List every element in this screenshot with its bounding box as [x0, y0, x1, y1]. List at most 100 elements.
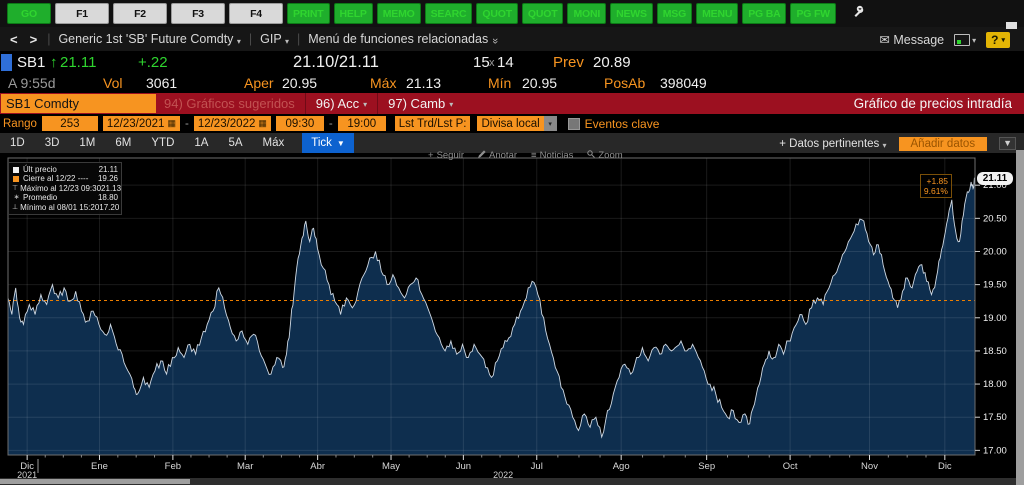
- toolbar-app-print[interactable]: PRINT: [287, 3, 330, 24]
- chart-action-noticias[interactable]: ≡ Noticias: [531, 150, 573, 161]
- svg-text:19.50: 19.50: [983, 280, 1007, 291]
- tab-period-1d[interactable]: 1D: [10, 137, 25, 149]
- legend-row: ⊤ Máximo al 12/23 09:30 21.13: [12, 183, 121, 193]
- related-functions-menu[interactable]: Menú de funciones relacionadas »: [308, 32, 501, 46]
- tab-period-6m[interactable]: 6M: [115, 137, 132, 149]
- toolbar-app-moni[interactable]: MONI: [567, 3, 607, 24]
- legend-row: ∗ Promedio 18.80: [12, 193, 118, 202]
- toolbar-fkey-f1[interactable]: F1: [55, 3, 109, 24]
- toolbar-app-msg[interactable]: MSG: [656, 3, 693, 24]
- magnifier-icon: [587, 150, 596, 161]
- annotation-percent: 9.61%: [923, 186, 948, 196]
- forward-button[interactable]: >: [29, 31, 38, 47]
- plot-frame: [7, 157, 976, 456]
- prev-close: 20.89: [593, 54, 631, 71]
- svg-text:2021: 2021: [17, 470, 37, 480]
- key-events-checkbox[interactable]: [567, 117, 580, 130]
- wrench-icon[interactable]: [852, 5, 865, 23]
- toolbar-app-pg-ba[interactable]: PG BA: [742, 3, 787, 24]
- tab-period-1m[interactable]: 1M: [79, 137, 96, 149]
- ask-size: 14: [497, 54, 514, 71]
- menu-lines-icon: ≡: [531, 150, 537, 161]
- chart-action-label: Seguir: [436, 150, 465, 161]
- tab-period-5a[interactable]: 5A: [228, 137, 243, 149]
- change-menu[interactable]: 97) Camb ▾: [377, 93, 463, 114]
- bid-ask: 21.10/21.11: [293, 53, 379, 71]
- security-color-swatch: [1, 54, 12, 71]
- chart-action-label: Noticias: [539, 150, 574, 161]
- separator: |: [248, 32, 253, 46]
- chart-action-zoom[interactable]: Zoom: [587, 150, 623, 161]
- currency-select[interactable]: Divisa local ▾: [477, 116, 557, 131]
- legend-label: Mínimo al 08/01 15:20: [20, 202, 100, 212]
- tab-period-tick-active[interactable]: Tick ▼: [302, 133, 354, 153]
- collapse-panel-icon[interactable]: ▼: [999, 137, 1016, 150]
- function-key-toolbar: GO F1 F2 F3 F4 PRINT HELP MEMO SEARC QUOT QUOT MONI…: [0, 0, 1024, 27]
- vertical-scrollbar[interactable]: [1016, 150, 1024, 485]
- chart-action-seguir[interactable]: + Seguir: [428, 150, 464, 161]
- horizontal-scrollbar-thumb[interactable]: [0, 479, 190, 484]
- toolbar-fkey-f4[interactable]: F4: [229, 3, 283, 24]
- range-days-input[interactable]: 253: [41, 116, 98, 131]
- ticker-symbol: SB1: [17, 54, 46, 71]
- open-value: 20.95: [282, 75, 318, 91]
- change-annotation: +1.85 9.61%: [919, 174, 952, 198]
- toolbar-app-news[interactable]: NEWS: [610, 3, 653, 24]
- svg-text:Ago: Ago: [613, 461, 630, 472]
- toolbar-fkey-f3[interactable]: F3: [171, 3, 225, 24]
- tab-period-ytd[interactable]: YTD: [151, 137, 175, 149]
- message-button[interactable]: ✉ Message: [879, 32, 944, 47]
- time-to-input[interactable]: 19:00: [337, 116, 386, 131]
- toolbar-go-button[interactable]: GO: [7, 3, 51, 24]
- screens-button[interactable]: ▾: [954, 33, 976, 46]
- y-gridlines: [8, 184, 975, 451]
- toolbar-app-help[interactable]: HELP: [333, 3, 373, 24]
- svg-text:21.00: 21.00: [983, 180, 1007, 191]
- help-button[interactable]: ? ▾: [986, 31, 1010, 48]
- x-gridlines: [26, 158, 946, 455]
- y-axis: 21.00 20.50 20.00 19.50 19.00 18.50 18.00 17.50…: [975, 180, 1007, 456]
- toolbar-fkey-f2[interactable]: F2: [113, 3, 167, 24]
- low-marker-icon: ⊥: [12, 203, 19, 211]
- legend-row: Últ precio 21.11: [12, 165, 118, 174]
- price-change: +.22: [138, 54, 168, 71]
- date-from-input[interactable]: 12/23/2021 ▦: [102, 116, 180, 131]
- security-menu-label: Generic 1st 'SB' Future Comdty: [58, 32, 234, 46]
- svg-text:Sep: Sep: [698, 461, 715, 472]
- add-data-input[interactable]: Añadir datos: [898, 136, 988, 151]
- tab-period-3d[interactable]: 3D: [44, 137, 60, 149]
- security-input[interactable]: SB1 Comdty: [1, 94, 156, 113]
- period-tab-bar: 1D 3D 1M 6M YTD 1A 5A Máx Tick ▼: [0, 133, 1024, 154]
- svg-text:Abr: Abr: [310, 461, 325, 472]
- svg-text:Nov: Nov: [861, 461, 878, 472]
- security-menu[interactable]: Generic 1st 'SB' Future Comdty ▾: [58, 32, 240, 46]
- high-value: 21.13: [406, 75, 442, 91]
- prev-label: Prev: [553, 54, 584, 71]
- date-to-input[interactable]: 12/23/2022 ▦: [193, 116, 271, 131]
- tab-period-1a[interactable]: 1A: [194, 137, 209, 149]
- high-marker-icon: ⊤: [12, 184, 19, 192]
- legend-label: Máximo al 12/23 09:30: [20, 183, 102, 193]
- actions-menu[interactable]: 96) Acc ▾: [304, 93, 377, 114]
- toolbar-app-searc[interactable]: SEARC: [424, 3, 473, 24]
- price-type-select[interactable]: Lst Trd/Lst P:: [394, 116, 471, 131]
- time-from-input[interactable]: 09:30: [275, 116, 324, 131]
- relevant-data-menu[interactable]: + Datos pertinentes ▾: [779, 138, 886, 150]
- tick-tab-label: Tick: [311, 137, 332, 149]
- horizontal-scrollbar[interactable]: [0, 478, 1024, 485]
- toolbar-app-pg-fw[interactable]: PG FW: [790, 3, 836, 24]
- toolbar-app-menu[interactable]: MENU: [696, 3, 739, 24]
- chart-data-actions: + Datos pertinentes ▾ Añadir datos ▼: [779, 133, 1016, 154]
- toolbar-app-memo[interactable]: MEMO: [376, 3, 421, 24]
- toolbar-app-quot[interactable]: QUOT: [476, 3, 518, 24]
- chart-action-anotar[interactable]: Anotar: [478, 150, 517, 161]
- avg-marker-icon: ∗: [13, 194, 20, 202]
- tab-period-máx[interactable]: Máx: [262, 137, 285, 149]
- back-button[interactable]: <: [10, 31, 18, 47]
- gip-menu[interactable]: GIP ▾: [260, 32, 289, 46]
- legend-label: Últ precio: [23, 165, 57, 174]
- toolbar-app-quot[interactable]: QUOT: [521, 3, 564, 24]
- envelope-icon: ✉: [879, 33, 890, 47]
- suggested-charts-menu[interactable]: 94) Gráficos sugeridos: [164, 96, 295, 111]
